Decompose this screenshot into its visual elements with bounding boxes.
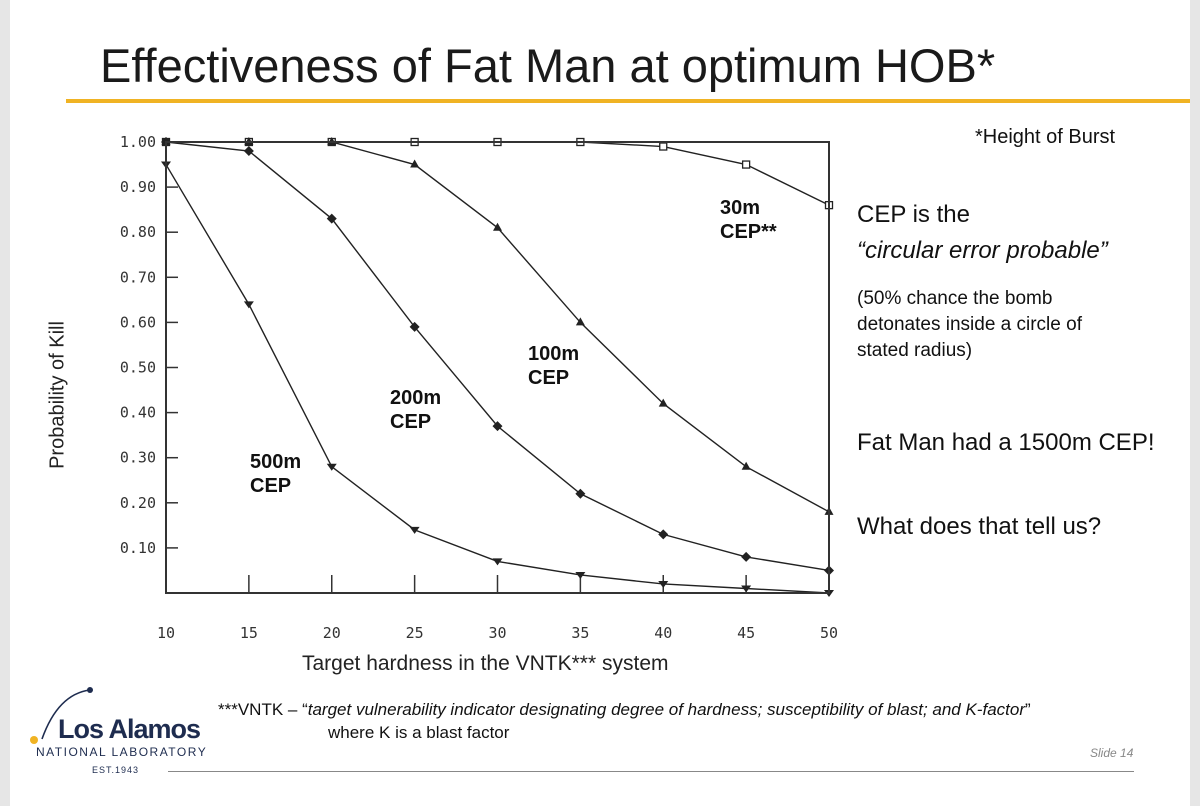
point-s2-3 [409,321,420,332]
slide-title: Effectiveness of Fat Man at optimum HOB* [100,39,996,92]
slide-right-edge [1190,0,1200,806]
x-tick-label-7: 45 [737,624,755,642]
point-s3-3 [409,526,420,534]
y-tick-label-5: 0.50 [120,359,156,377]
y-tick-label-4: 0.60 [120,313,156,331]
plot-frame [165,141,830,594]
point-s2-7 [741,551,752,562]
x-tick-label-2: 20 [323,624,341,642]
logo-subtitle: NATIONAL LABORATORY [36,745,208,759]
footer-rule [168,771,1134,772]
y-tick-label-7: 0.30 [120,449,156,467]
los-alamos-logo-icon [30,687,93,744]
y-tick-label-3: 0.70 [120,268,156,286]
x-tick-label-4: 30 [488,624,506,642]
x-tick-label-8: 50 [820,624,838,642]
point-s2-2 [326,213,337,224]
point-s1-7 [741,461,751,470]
series-label-500m: 500m CEP [250,451,302,497]
x-tick-label-0: 10 [157,624,175,642]
series-label-30m: 30m CEP** [720,197,777,243]
cep-heading: CEP is the [857,201,970,228]
point-s3-1 [243,301,254,309]
logo-established: EST.1943 [92,765,140,775]
y-tick-label-2: 0.80 [120,223,156,241]
series-label-100m: 100m CEP [528,343,580,389]
x-axis-ticks: 10 15 20 25 30 35 40 45 50 [157,575,838,642]
slide-left-edge [0,0,10,806]
point-s3-5 [575,571,586,579]
y-axis-label: Probability of Kill [46,321,69,469]
point-s1-6 [658,398,668,407]
title-underline [66,99,1190,103]
x-tick-label-6: 40 [654,624,672,642]
point-s1-4 [493,222,502,231]
vntk-footnote: ***VNTK – “target vulnerability indicato… [218,698,1031,744]
point-s3-6 [658,580,669,588]
point-s3-7 [741,585,752,593]
footnote-line2: where K is a blast factor [328,723,510,742]
point-s3-4 [492,558,503,566]
x-tick-label-5: 35 [571,624,589,642]
cep-definition: “circular error probable” [857,237,1108,264]
x-tick-label-1: 15 [240,624,258,642]
point-s1-3 [410,159,420,168]
point-s2-5 [575,488,586,499]
footnote-prefix: ***VNTK – “ [218,700,308,719]
x-axis-label: Target hardness in the VNTK*** system [302,652,669,675]
point-s1-5 [575,317,585,326]
y-tick-label-1: 0.90 [120,178,156,196]
slide-number: Slide 14 [1090,746,1134,760]
x-tick-label-3: 25 [406,624,424,642]
y-tick-label-6: 0.40 [120,404,156,422]
hob-footnote: *Height of Burst [975,126,1116,148]
y-tick-label-8: 0.20 [120,494,156,512]
point-s2-4 [492,421,503,432]
y-tick-label-9: 0.10 [120,539,156,557]
footnote-definition: target vulnerability indicator designati… [307,700,1025,719]
point-s2-1 [243,146,254,157]
point-s0-6 [659,142,668,151]
logo-name: Los Alamos [58,714,201,744]
point-s3-2 [326,463,337,471]
point-s0-7 [741,160,751,169]
y-axis-ticks: 1.00 0.90 0.80 0.70 0.60 0.50 0.40 0.30 0.20 0.10 [120,133,178,557]
series-label-200m: 200m CEP [390,387,442,433]
point-s2-6 [658,529,669,540]
y-tick-label-0: 1.00 [120,133,156,151]
question-text: What does that tell us? [857,513,1102,540]
footnote-suffix: ” [1025,700,1031,719]
fat-man-cep: Fat Man had a 1500m CEP! [857,429,1155,456]
cep-description: (50% chance the bomb detonates inside a … [857,288,1082,361]
